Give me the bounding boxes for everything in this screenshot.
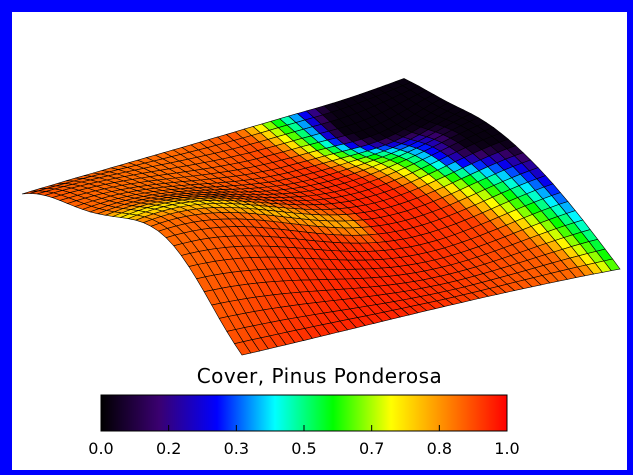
colorbar-tick-label: 1.0 — [494, 439, 519, 458]
colorbar-title: Cover, Pinus Ponderosa — [196, 364, 443, 388]
colorbar-tick-label: 0.5 — [291, 439, 316, 458]
surface-cell — [233, 341, 252, 356]
surface-mesh — [21, 78, 621, 356]
colorbar-tick-label: 0.3 — [224, 439, 249, 458]
surface-plot — [21, 78, 621, 356]
surface-cell — [21, 190, 39, 195]
colorbar: 0.0 0.2 0.3 0.5 0.7 0.8 1.0 — [88, 394, 520, 458]
colorbar-tick-label: 0.7 — [359, 439, 384, 458]
plot-frame: Cover, Pinus Ponderosa 0.0 0.2 0.3 0.5 0.7 0.… — [12, 12, 627, 470]
colorbar-tick-label: 0.2 — [156, 439, 181, 458]
colorbar-tick-label: 0.8 — [427, 439, 452, 458]
colorbar-tick-label: 0.0 — [88, 439, 113, 458]
